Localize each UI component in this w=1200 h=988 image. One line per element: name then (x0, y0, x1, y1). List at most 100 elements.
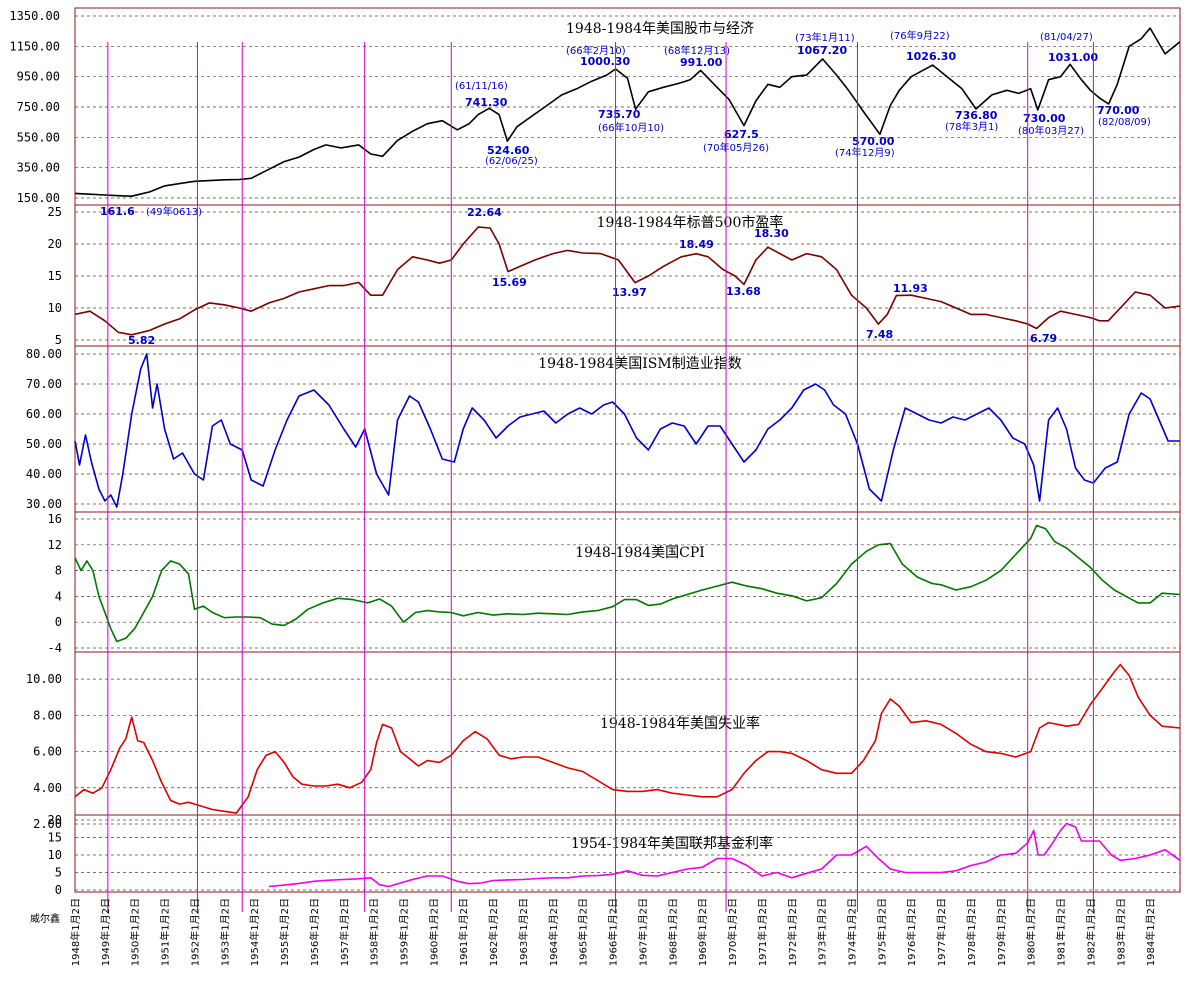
annotation-date: (82/08/09) (1098, 117, 1151, 128)
annotation-value: 22.64 (467, 206, 502, 219)
panel-3: 80.00 70.00 60.00 50.00 40.00 30.00 1948-1984美… (26, 347, 1180, 513)
x-tick-label: 1957年1月2日 (338, 898, 351, 966)
y-tick-label: 10 (48, 848, 62, 862)
annotation-value: 736.80 (955, 109, 998, 122)
annotation-value: 13.97 (612, 286, 647, 299)
y-tick-label: 5 (55, 333, 62, 347)
author-label: 威尔鑫 (30, 912, 60, 925)
y-tick-label: 15 (48, 269, 62, 283)
annotation-value: 18.49 (679, 238, 714, 251)
annotation-value: 735.70 (598, 108, 641, 121)
series-line (74, 524, 1181, 643)
annotation-date: (68年12月13) (664, 44, 730, 57)
y-tick-label: 4 (55, 589, 62, 603)
annotation-value: 161.6 (100, 205, 135, 218)
chart-title: 1948-1984美国CPI (575, 545, 705, 561)
x-tick-label: 1972年1月2日 (786, 898, 799, 966)
x-tick-label: 1951年1月2日 (159, 898, 172, 966)
x-tick-label: 1982年1月2日 (1084, 898, 1097, 966)
x-tick-label: 1976年1月2日 (905, 898, 918, 966)
y-tick-label: 150.00 (17, 191, 60, 205)
x-tick-label: 1954年1月2日 (248, 898, 261, 966)
annotation-value: 11.93 (893, 282, 928, 295)
x-tick-label: 1983年1月2日 (1114, 898, 1127, 966)
y-tick-label: -4 (48, 641, 62, 655)
y-tick-label: 0 (55, 615, 62, 629)
y-tick-label: 4.00 (33, 781, 62, 795)
x-tick-label: 1952年1月2日 (188, 898, 201, 966)
series-line (74, 27, 1181, 197)
y-tick-label: 6.00 (33, 745, 62, 759)
y-tick-label: 1150.00 (9, 39, 60, 53)
series-line (74, 663, 1181, 814)
x-tick-label: 1966年1月2日 (607, 898, 620, 966)
panel-6: 20 15 10 5 0 1954-1984年美国联邦基金利率 (48, 813, 1181, 897)
y-tick-label: 16 (48, 512, 62, 526)
annotation-value: 524.60 (487, 144, 530, 157)
annotation-value: 6.79 (1030, 332, 1057, 345)
y-tick-label: 20 (48, 237, 62, 251)
annotation-date: (61/11/16) (455, 81, 508, 92)
y-tick-label: 750.00 (17, 100, 60, 114)
annotation-value: 1026.30 (906, 50, 956, 63)
x-tick-label: 1984年1月2日 (1144, 898, 1157, 966)
y-tick-label: 25 (48, 205, 62, 219)
y-tick-label: 80.00 (26, 347, 62, 361)
annotation-value: 7.48 (866, 328, 893, 341)
y-tick-label: 550.00 (17, 130, 60, 144)
chart-title: 1948-1984年美国失业率 (600, 715, 760, 732)
x-tick-label: 1948年1月2日 (69, 898, 82, 966)
annotation-date: (62/06/25) (485, 156, 538, 167)
chart-title: 1954-1984年美国联邦基金利率 (571, 835, 773, 852)
panel-4: 16 12 8 4 0 -4 1948-1984美国CPI (48, 512, 1181, 655)
x-tick-label: 1965年1月2日 (577, 898, 590, 966)
annotation-value: 1000.30 (580, 55, 630, 68)
x-tick-label: 1977年1月2日 (935, 898, 948, 966)
chart-title: 1948-1984美国ISM制造业指数 (538, 356, 741, 372)
panel-2: 25 20 15 10 5 1948-1984年标普500市盈率 5.82 22.64 15.6… (48, 205, 1181, 347)
y-tick-label: 350.00 (17, 161, 60, 175)
annotation-value: 13.68 (726, 285, 761, 298)
panel-5: 10.00 8.00 6.00 4.00 2.00 1948-1984年美国失业率 (26, 663, 1181, 831)
x-tick-label: 1963年1月2日 (517, 898, 530, 966)
x-tick-label: 1971年1月2日 (756, 898, 769, 966)
x-tick-label: 1974年1月2日 (845, 898, 858, 966)
y-tick-label: 8.00 (33, 708, 62, 722)
annotation-date: (70年05月26) (703, 141, 769, 154)
annotation-value: 1067.20 (797, 44, 847, 57)
series-line (269, 822, 1181, 888)
chart-title: 1948-1984年美国股市与经济 (566, 20, 754, 37)
x-tick-label: 1949年1月2日 (99, 898, 112, 966)
annotation-date: (81/04/27) (1040, 32, 1093, 43)
annotation-value: 741.30 (465, 96, 508, 109)
y-tick-label: 10 (48, 301, 62, 315)
x-tick-label: 1970年1月2日 (726, 898, 739, 966)
x-tick-label: 1978年1月2日 (965, 898, 978, 966)
x-tick-label: 1973年1月2日 (816, 898, 829, 966)
y-tick-label: 70.00 (26, 377, 62, 391)
y-tick-label: 950.00 (17, 70, 60, 84)
y-tick-label: 40.00 (26, 467, 62, 481)
y-tick-label: 20 (48, 813, 62, 827)
y-tick-label: 60.00 (26, 407, 62, 421)
annotation-value: 730.00 (1023, 112, 1066, 125)
annotation-date: (78年3月1) (945, 120, 998, 133)
y-tick-label: 10.00 (26, 672, 62, 686)
annotation-date: (66年10月10) (598, 121, 664, 134)
y-tick-label: 5 (55, 866, 62, 880)
chart-title: 1948-1984年标普500市盈率 (597, 214, 784, 231)
y-tick-label: 0 (55, 883, 62, 897)
x-tick-label: 1968年1月2日 (666, 898, 679, 966)
x-tick-label: 1961年1月2日 (457, 898, 470, 966)
series-line (74, 353, 1180, 508)
x-tick-label: 1959年1月2日 (398, 898, 411, 966)
annotation-date: (49年0613) (146, 205, 202, 218)
series-line (74, 226, 1181, 336)
x-tick-label: 1953年1月2日 (218, 898, 231, 966)
annotation-value: 15.69 (492, 276, 527, 289)
x-tick-label: 1967年1月2日 (636, 898, 649, 966)
x-tick-label: 1960年1月2日 (427, 898, 440, 966)
x-tick-label: 1979年1月2日 (995, 898, 1008, 966)
x-tick-label: 1975年1月2日 (875, 898, 888, 966)
